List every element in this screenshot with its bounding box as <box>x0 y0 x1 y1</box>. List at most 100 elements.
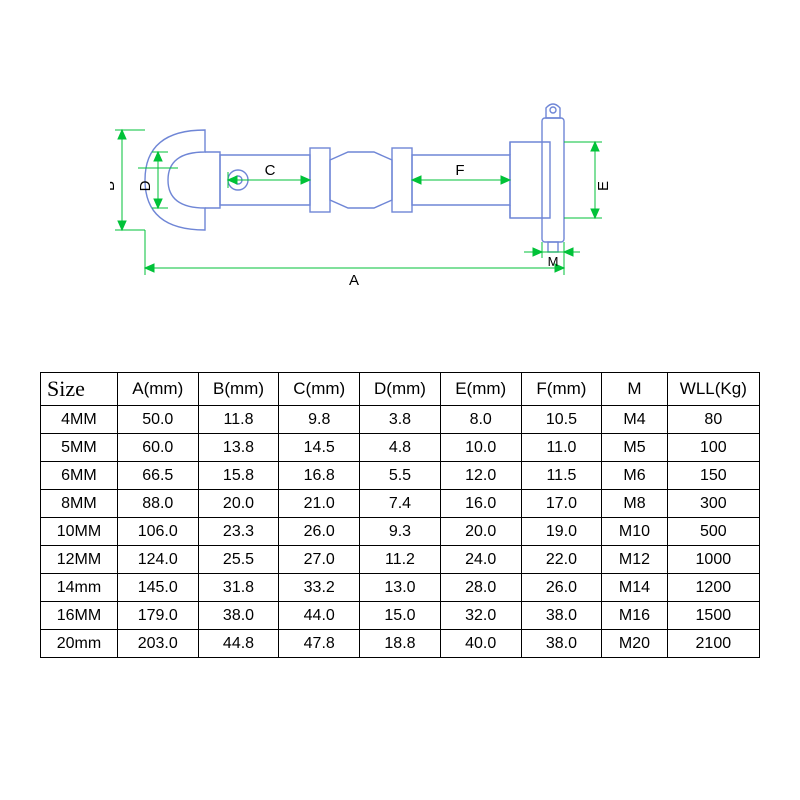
table-cell: 32.0 <box>440 602 521 630</box>
table-cell: 9.8 <box>279 406 360 434</box>
table-cell: 11.5 <box>521 462 602 490</box>
table-cell: 31.8 <box>198 574 279 602</box>
dim-label-d: D <box>137 180 154 191</box>
col-b: B(mm) <box>198 373 279 406</box>
dim-label-c: C <box>265 162 276 179</box>
table-cell: 1500 <box>667 602 759 630</box>
table-cell: 28.0 <box>440 574 521 602</box>
table-cell: 19.0 <box>521 518 602 546</box>
col-a: A(mm) <box>117 373 198 406</box>
table-cell: 203.0 <box>117 630 198 658</box>
table-cell: 44.0 <box>279 602 360 630</box>
col-size: Size <box>41 373 118 406</box>
table-cell: 1000 <box>667 546 759 574</box>
table-cell: 179.0 <box>117 602 198 630</box>
table-row: 16MM179.038.044.015.032.038.0M161500 <box>41 602 760 630</box>
table-cell: 8MM <box>41 490 118 518</box>
table-cell: 145.0 <box>117 574 198 602</box>
table-cell: M16 <box>602 602 667 630</box>
dim-label-e: E <box>595 181 612 191</box>
table-cell: 25.5 <box>198 546 279 574</box>
dimension-table: Size A(mm) B(mm) C(mm) D(mm) E(mm) F(mm)… <box>40 372 760 658</box>
table-cell: 16MM <box>41 602 118 630</box>
table-cell: 14mm <box>41 574 118 602</box>
col-m: M <box>602 373 667 406</box>
table-cell: 38.0 <box>521 630 602 658</box>
table-cell: 100 <box>667 434 759 462</box>
table-cell: 11.2 <box>360 546 441 574</box>
table-cell: M14 <box>602 574 667 602</box>
col-wll: WLL(Kg) <box>667 373 759 406</box>
table-cell: 80 <box>667 406 759 434</box>
table-cell: 4.8 <box>360 434 441 462</box>
table-cell: M10 <box>602 518 667 546</box>
table-cell: 3.8 <box>360 406 441 434</box>
dim-label-m: M <box>548 254 559 269</box>
table-cell: 16.8 <box>279 462 360 490</box>
table-cell: 106.0 <box>117 518 198 546</box>
table-row: 8MM88.020.021.07.416.017.0M8300 <box>41 490 760 518</box>
table-cell: 6MM <box>41 462 118 490</box>
table-cell: 18.8 <box>360 630 441 658</box>
table-cell: M8 <box>602 490 667 518</box>
table-cell: 5.5 <box>360 462 441 490</box>
table-cell: 20.0 <box>440 518 521 546</box>
table-cell: 22.0 <box>521 546 602 574</box>
table-cell: 150 <box>667 462 759 490</box>
table-row: 14mm145.031.833.213.028.026.0M141200 <box>41 574 760 602</box>
table-cell: 47.8 <box>279 630 360 658</box>
table-cell: 21.0 <box>279 490 360 518</box>
technical-drawing: A B C D E F M <box>110 100 620 300</box>
table-cell: 10.0 <box>440 434 521 462</box>
table-cell: 10.5 <box>521 406 602 434</box>
table-cell: 1200 <box>667 574 759 602</box>
table-cell: 4MM <box>41 406 118 434</box>
table-cell: 10MM <box>41 518 118 546</box>
table-cell: 8.0 <box>440 406 521 434</box>
table-header-row: Size A(mm) B(mm) C(mm) D(mm) E(mm) F(mm)… <box>41 373 760 406</box>
table-cell: 15.0 <box>360 602 441 630</box>
table-row: 10MM106.023.326.09.320.019.0M10500 <box>41 518 760 546</box>
table-row: 20mm203.044.847.818.840.038.0M202100 <box>41 630 760 658</box>
table-cell: 50.0 <box>117 406 198 434</box>
table-cell: M4 <box>602 406 667 434</box>
dim-label-f: F <box>455 162 464 179</box>
table-row: 5MM60.013.814.54.810.011.0M5100 <box>41 434 760 462</box>
table-cell: 11.8 <box>198 406 279 434</box>
table-row: 12MM124.025.527.011.224.022.0M121000 <box>41 546 760 574</box>
table-cell: 44.8 <box>198 630 279 658</box>
table-cell: 33.2 <box>279 574 360 602</box>
col-f: F(mm) <box>521 373 602 406</box>
table-cell: 66.5 <box>117 462 198 490</box>
table-cell: M6 <box>602 462 667 490</box>
table-cell: 500 <box>667 518 759 546</box>
table-cell: 9.3 <box>360 518 441 546</box>
table-cell: 27.0 <box>279 546 360 574</box>
table-cell: 26.0 <box>521 574 602 602</box>
table-cell: 13.8 <box>198 434 279 462</box>
table-cell: 300 <box>667 490 759 518</box>
table-cell: 124.0 <box>117 546 198 574</box>
table-cell: M12 <box>602 546 667 574</box>
table-cell: 12MM <box>41 546 118 574</box>
table-cell: 23.3 <box>198 518 279 546</box>
table-cell: 38.0 <box>198 602 279 630</box>
dim-label-a: A <box>349 272 359 289</box>
table-cell: M5 <box>602 434 667 462</box>
table-cell: 13.0 <box>360 574 441 602</box>
table-cell: 60.0 <box>117 434 198 462</box>
spec-table: Size A(mm) B(mm) C(mm) D(mm) E(mm) F(mm)… <box>40 372 760 658</box>
table-cell: 24.0 <box>440 546 521 574</box>
table-cell: 17.0 <box>521 490 602 518</box>
dim-label-b: B <box>110 181 118 191</box>
table-cell: 88.0 <box>117 490 198 518</box>
table-cell: 5MM <box>41 434 118 462</box>
table-cell: M20 <box>602 630 667 658</box>
table-cell: 16.0 <box>440 490 521 518</box>
table-cell: 20mm <box>41 630 118 658</box>
col-d: D(mm) <box>360 373 441 406</box>
table-cell: 15.8 <box>198 462 279 490</box>
table-cell: 14.5 <box>279 434 360 462</box>
col-e: E(mm) <box>440 373 521 406</box>
table-cell: 38.0 <box>521 602 602 630</box>
